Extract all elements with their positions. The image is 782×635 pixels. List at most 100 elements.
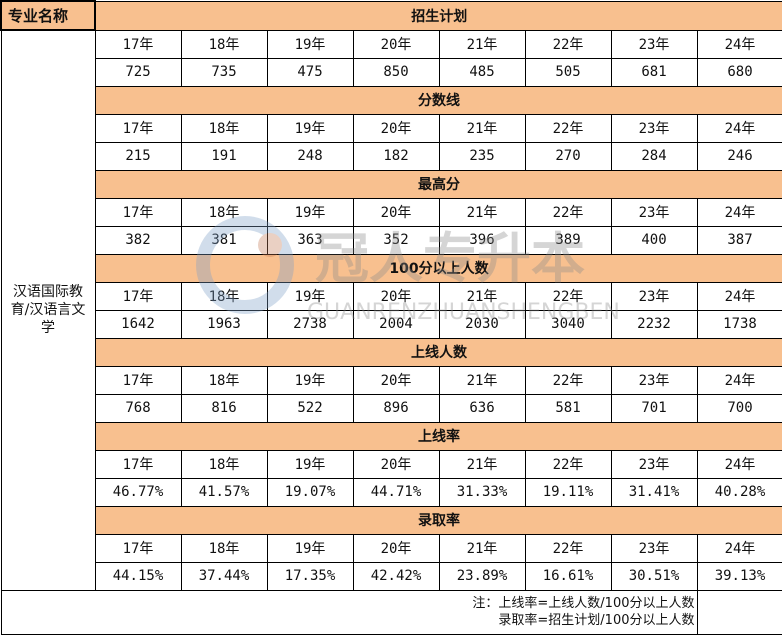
- section-title: 100分以上人数: [94, 253, 782, 283]
- value-cell: 1738: [696, 309, 782, 339]
- year-cell: 17年: [94, 281, 182, 311]
- value-cell: 31.33%: [438, 477, 526, 507]
- year-cell: 17年: [94, 533, 182, 563]
- year-cell: 22年: [524, 533, 612, 563]
- column-header-major: 专业名称: [0, 0, 96, 31]
- year-cell: 21年: [438, 281, 526, 311]
- value-cell: 363: [266, 225, 354, 255]
- year-cell: 21年: [438, 449, 526, 479]
- value-cell: 352: [352, 225, 440, 255]
- value-cell: 248: [266, 141, 354, 171]
- value-cell: 40.28%: [696, 477, 782, 507]
- year-cell: 19年: [266, 533, 354, 563]
- year-cell: 19年: [266, 365, 354, 395]
- value-cell: 768: [94, 393, 182, 423]
- value-cell: 215: [94, 141, 182, 171]
- value-cell: 191: [180, 141, 268, 171]
- year-cell: 23年: [610, 29, 698, 59]
- section-title: 上线率: [94, 421, 782, 451]
- major-name: 汉语国际教育/汉语言文学: [0, 29, 96, 591]
- value-cell: 701: [610, 393, 698, 423]
- year-cell: 24年: [696, 113, 782, 143]
- section-title: 最高分: [94, 169, 782, 199]
- year-cell: 23年: [610, 281, 698, 311]
- formula-note: 注：上线率=上线人数/100分以上人数 录取率=招生计划/100分以上人数: [0, 589, 698, 635]
- value-cell: 681: [610, 57, 698, 87]
- value-cell: 17.35%: [266, 561, 354, 591]
- year-cell: 18年: [180, 29, 268, 59]
- section-title: 分数线: [94, 85, 782, 115]
- year-cell: 24年: [696, 197, 782, 227]
- year-cell: 21年: [438, 365, 526, 395]
- year-cell: 17年: [94, 197, 182, 227]
- year-cell: 20年: [352, 533, 440, 563]
- year-cell: 22年: [524, 281, 612, 311]
- value-cell: 46.77%: [94, 477, 182, 507]
- year-cell: 24年: [696, 281, 782, 311]
- year-cell: 18年: [180, 197, 268, 227]
- year-cell: 17年: [94, 365, 182, 395]
- value-cell: 2004: [352, 309, 440, 339]
- year-cell: 24年: [696, 29, 782, 59]
- value-cell: 284: [610, 141, 698, 171]
- value-cell: 44.71%: [352, 477, 440, 507]
- year-cell: 22年: [524, 113, 612, 143]
- value-cell: 23.89%: [438, 561, 526, 591]
- year-cell: 18年: [180, 365, 268, 395]
- year-cell: 18年: [180, 113, 268, 143]
- year-cell: 24年: [696, 533, 782, 563]
- value-cell: 735: [180, 57, 268, 87]
- value-cell: 896: [352, 393, 440, 423]
- year-cell: 20年: [352, 29, 440, 59]
- year-cell: 21年: [438, 197, 526, 227]
- value-cell: 182: [352, 141, 440, 171]
- year-cell: 18年: [180, 281, 268, 311]
- year-cell: 22年: [524, 449, 612, 479]
- value-cell: 636: [438, 393, 526, 423]
- value-cell: 42.42%: [352, 561, 440, 591]
- value-cell: 725: [94, 57, 182, 87]
- year-cell: 22年: [524, 197, 612, 227]
- year-cell: 18年: [180, 449, 268, 479]
- value-cell: 44.15%: [94, 561, 182, 591]
- year-cell: 22年: [524, 29, 612, 59]
- year-cell: 19年: [266, 113, 354, 143]
- note-line-1: 注：上线率=上线人数/100分以上人数: [472, 596, 695, 611]
- year-cell: 23年: [610, 113, 698, 143]
- year-cell: 21年: [438, 113, 526, 143]
- year-cell: 20年: [352, 281, 440, 311]
- value-cell: 475: [266, 57, 354, 87]
- year-cell: 18年: [180, 533, 268, 563]
- year-cell: 20年: [352, 113, 440, 143]
- value-cell: 581: [524, 393, 612, 423]
- value-cell: 16.61%: [524, 561, 612, 591]
- section-title: 招生计划: [94, 0, 782, 31]
- empty-cell: [696, 589, 782, 635]
- value-cell: 700: [696, 393, 782, 423]
- year-cell: 23年: [610, 197, 698, 227]
- year-cell: 23年: [610, 365, 698, 395]
- value-cell: 1963: [180, 309, 268, 339]
- value-cell: 396: [438, 225, 526, 255]
- year-cell: 21年: [438, 29, 526, 59]
- value-cell: 30.51%: [610, 561, 698, 591]
- value-cell: 522: [266, 393, 354, 423]
- year-cell: 23年: [610, 449, 698, 479]
- value-cell: 2738: [266, 309, 354, 339]
- value-cell: 389: [524, 225, 612, 255]
- value-cell: 2030: [438, 309, 526, 339]
- value-cell: 680: [696, 57, 782, 87]
- value-cell: 485: [438, 57, 526, 87]
- year-cell: 20年: [352, 197, 440, 227]
- value-cell: 31.41%: [610, 477, 698, 507]
- year-cell: 19年: [266, 197, 354, 227]
- value-cell: 270: [524, 141, 612, 171]
- value-cell: 850: [352, 57, 440, 87]
- year-cell: 20年: [352, 449, 440, 479]
- year-cell: 24年: [696, 449, 782, 479]
- section-title: 录取率: [94, 505, 782, 535]
- value-cell: 816: [180, 393, 268, 423]
- year-cell: 17年: [94, 449, 182, 479]
- value-cell: 2232: [610, 309, 698, 339]
